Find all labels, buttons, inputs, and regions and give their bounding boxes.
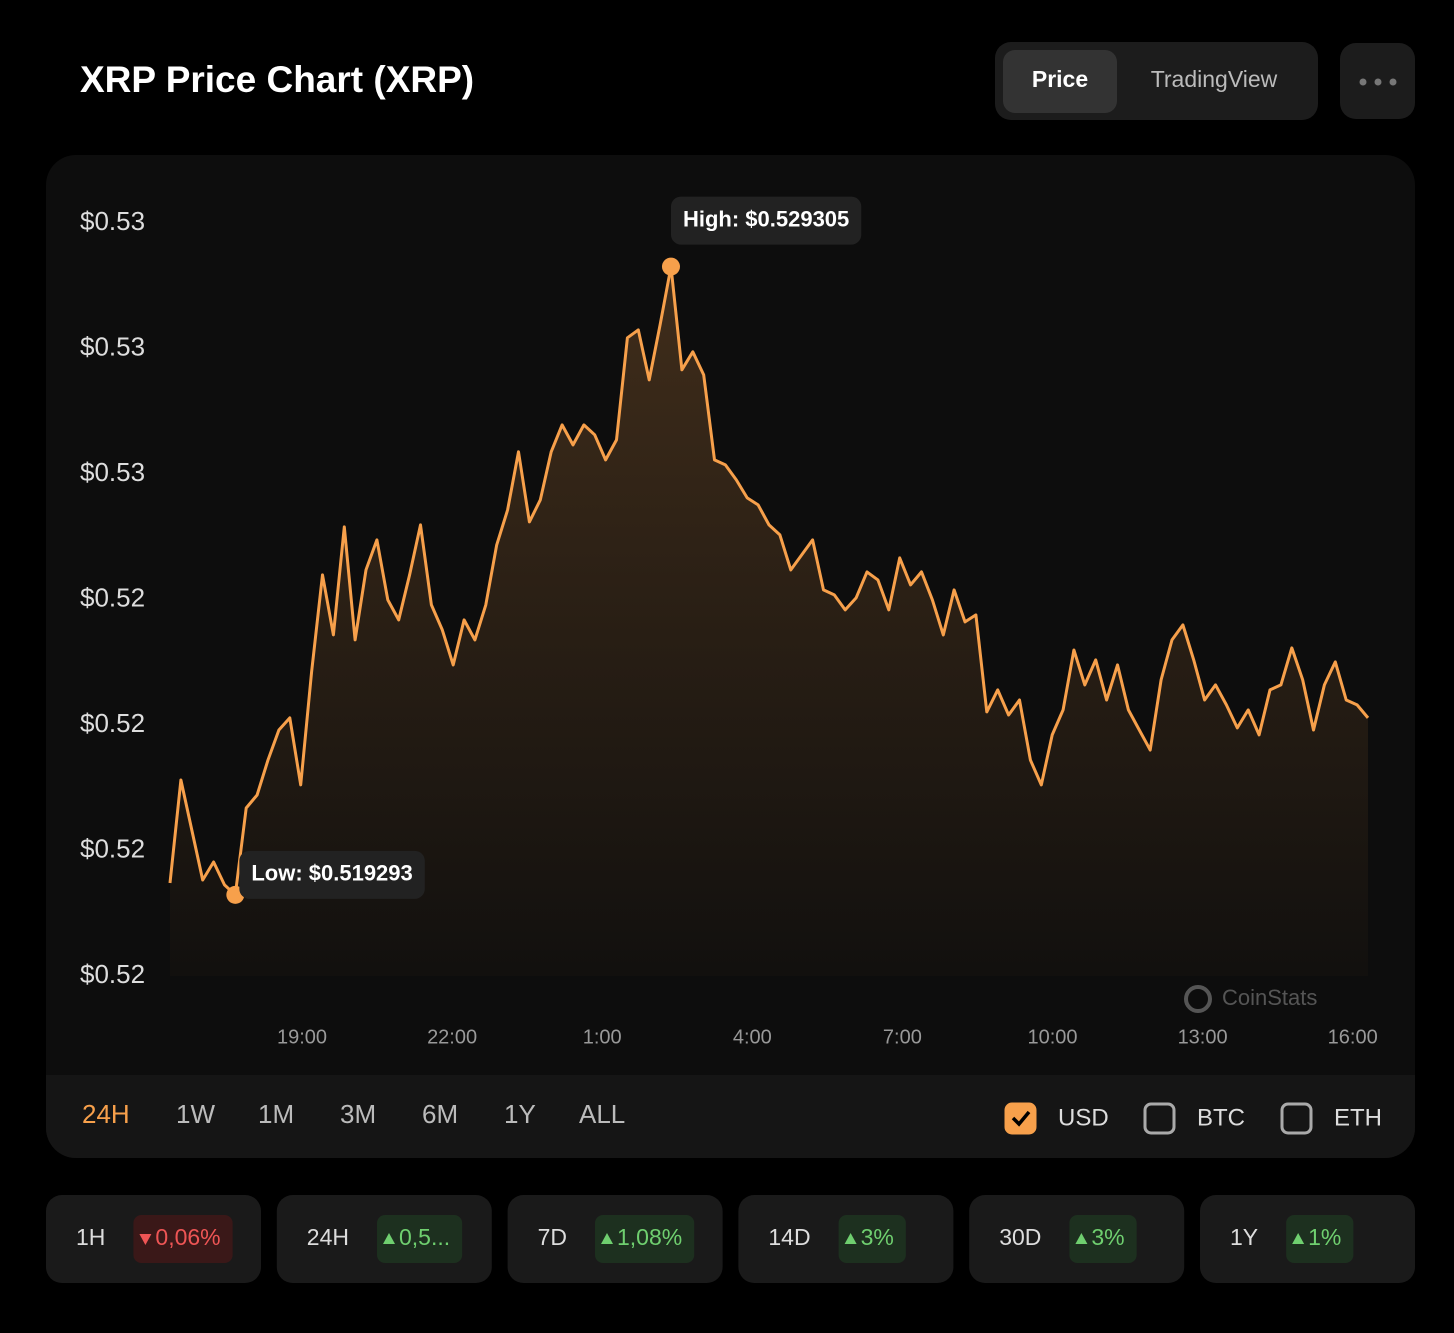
range-bar: [46, 1075, 1415, 1158]
check: [1011, 1110, 1031, 1127]
change-value: 0,5...: [399, 1224, 450, 1250]
change-period: 1Y: [1230, 1224, 1258, 1250]
extreme-dot: [661, 257, 680, 276]
change-chip: [595, 1215, 695, 1263]
change-chip: [838, 1215, 906, 1263]
change-value: 0,06%: [155, 1224, 220, 1250]
y-tick-label: $0.52: [80, 959, 145, 989]
currency-label[interactable]: ETH: [1334, 1104, 1382, 1131]
annotation-box: [239, 850, 425, 899]
range-button[interactable]: 1Y: [504, 1099, 536, 1129]
change-value: 3%: [861, 1224, 894, 1250]
range-button[interactable]: 1M: [258, 1099, 294, 1129]
x-tick-label: 16:00: [1328, 1026, 1378, 1048]
range-button[interactable]: 3M: [340, 1099, 376, 1129]
dot: [1359, 78, 1367, 86]
annotation-box: [670, 196, 862, 245]
annotation: High: $0.529305: [683, 206, 849, 231]
y-tick-label: $0.52: [80, 833, 145, 863]
change-chip: [1286, 1215, 1354, 1263]
tab-active: [1003, 50, 1117, 113]
dot: [1374, 78, 1382, 86]
checkbox[interactable]: [1004, 1102, 1037, 1135]
tab[interactable]: TradingView: [1151, 66, 1278, 92]
x-tick-label: 1:00: [583, 1026, 622, 1048]
change-period: 7D: [538, 1224, 567, 1250]
y-tick-label: $0.52: [80, 708, 145, 738]
change-chip: [133, 1215, 233, 1263]
range-button[interactable]: 24H: [82, 1099, 130, 1129]
change-period: 14D: [768, 1224, 810, 1250]
arrow: [1292, 1233, 1305, 1244]
range-button[interactable]: ALL: [579, 1099, 625, 1129]
range-button[interactable]: 6M: [422, 1099, 458, 1129]
change-period: 30D: [999, 1224, 1041, 1250]
x-tick-label: 22:00: [427, 1026, 477, 1048]
currency-label[interactable]: USD: [1058, 1104, 1109, 1131]
arrow: [383, 1233, 396, 1244]
tab[interactable]: Price: [1032, 66, 1088, 92]
price-line: [168, 265, 1370, 897]
y-tick-label: $0.53: [80, 331, 145, 361]
change-period: 1H: [76, 1224, 105, 1250]
x-tick-label: 19:00: [277, 1026, 327, 1048]
y-tick-label: $0.53: [80, 457, 145, 487]
arrow: [844, 1233, 857, 1244]
change-value: 3%: [1091, 1224, 1124, 1250]
x-tick-label: 13:00: [1178, 1026, 1228, 1048]
change-chip: [1069, 1215, 1137, 1263]
currency-label[interactable]: BTC: [1197, 1104, 1245, 1131]
range-button[interactable]: 1W: [176, 1099, 215, 1129]
change-chip: [377, 1215, 463, 1263]
area: [170, 266, 1368, 977]
checkbox[interactable]: [1143, 1102, 1176, 1135]
checkbox[interactable]: [1280, 1102, 1313, 1135]
change-value: 1,08%: [617, 1224, 682, 1250]
x-tick-label: 7:00: [883, 1026, 922, 1048]
dot: [1389, 78, 1397, 86]
title: XRP Price Chart (XRP): [80, 59, 474, 100]
arrow: [601, 1233, 614, 1244]
annotation: Low: $0.519293: [251, 861, 412, 886]
change-period: 24H: [307, 1224, 349, 1250]
y-tick-label: $0.52: [80, 582, 145, 612]
watermark: CoinStats: [1222, 985, 1317, 1010]
x-tick-label: 10:00: [1027, 1026, 1077, 1048]
arrow: [139, 1234, 152, 1245]
y-tick-label: $0.53: [80, 206, 145, 236]
arrow: [1075, 1233, 1088, 1244]
logo: [1184, 985, 1212, 1013]
change-value: 1%: [1308, 1224, 1341, 1250]
x-tick-label: 4:00: [733, 1026, 772, 1048]
